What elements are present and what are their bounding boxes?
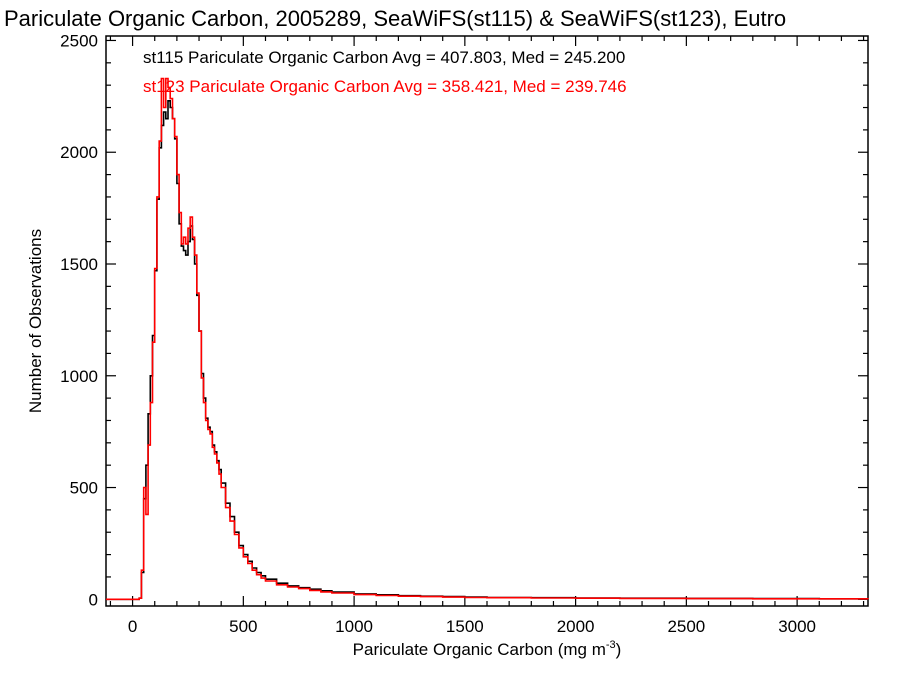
tick-labels: 0 500 1000 1500 2000 2500 3000 0 500 1000 1500 2000…	[60, 31, 816, 636]
y-tick-label: 1000	[60, 367, 98, 386]
x-tick-label: 0	[128, 617, 137, 636]
y-tick-label: 1500	[60, 255, 98, 274]
axis-ticks	[106, 36, 868, 606]
x-tick-label: 1000	[335, 617, 373, 636]
x-axis-label: Pariculate Organic Carbon (mg m-3)	[353, 639, 622, 659]
plot-frame	[105, 35, 869, 607]
y-tick-label: 0	[89, 590, 98, 609]
x-tick-label: 2500	[667, 617, 705, 636]
y-tick-label: 500	[70, 479, 98, 498]
x-tick-label: 500	[229, 617, 257, 636]
y-tick-label: 2500	[60, 31, 98, 50]
series-st115-line	[106, 100, 868, 601]
x-axis-label-close: )	[616, 640, 622, 659]
chart-title: Pariculate Organic Carbon, 2005289, SeaW…	[4, 6, 786, 31]
annotation-st123: st123 Pariculate Organic Carbon Avg = 35…	[143, 77, 627, 96]
y-tick-label: 2000	[60, 143, 98, 162]
x-tick-label: 1500	[446, 617, 484, 636]
series-st123-line	[106, 77, 869, 601]
x-tick-label: 2000	[557, 617, 595, 636]
annotation-st115: st115 Pariculate Organic Carbon Avg = 40…	[143, 48, 625, 67]
x-axis-label-main: Pariculate Organic Carbon (mg m	[353, 640, 606, 659]
x-axis-label-sup: -3	[606, 639, 616, 651]
y-axis-label: Number of Observations	[26, 229, 45, 413]
x-tick-label: 3000	[778, 617, 816, 636]
